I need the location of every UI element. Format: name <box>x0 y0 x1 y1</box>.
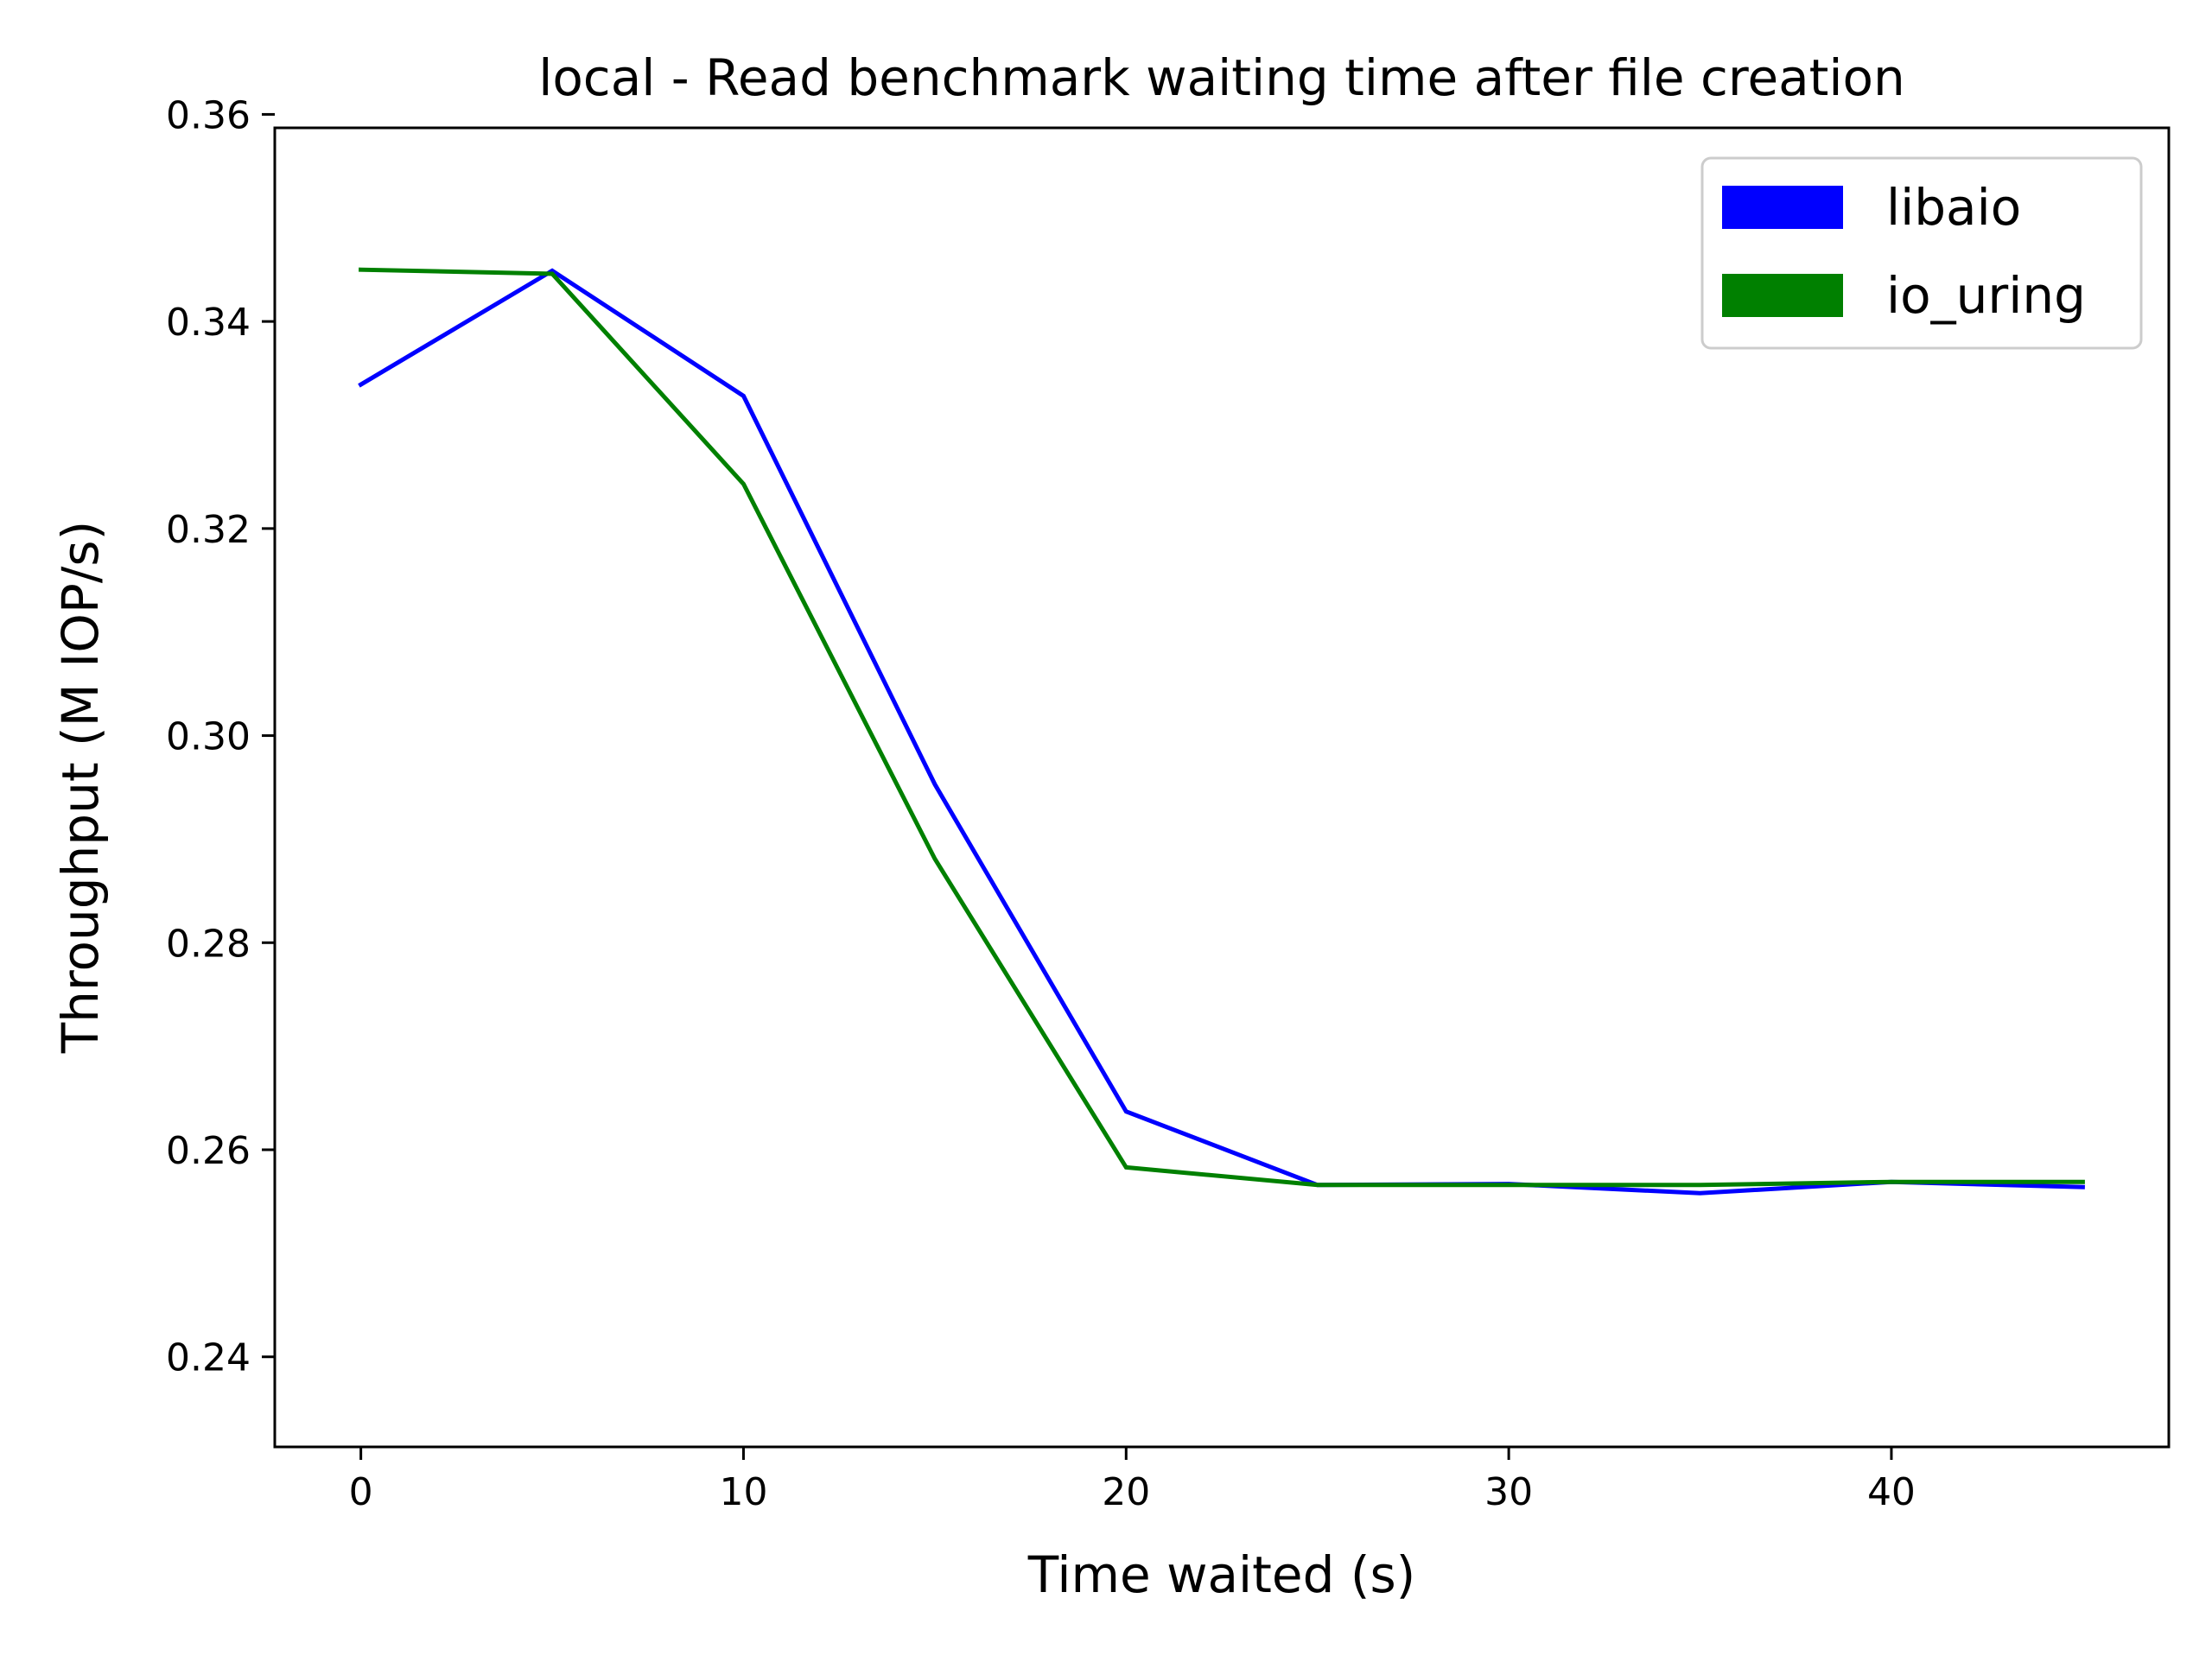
data-point-io-uring <box>2082 1182 2083 1183</box>
y-tick-label: 0.32 <box>166 508 251 552</box>
x-tick-label: 0 <box>349 1470 373 1514</box>
data-point-libaio <box>934 783 935 784</box>
y-tick-label: 0.28 <box>166 922 251 966</box>
x-tick-label: 10 <box>719 1470 767 1514</box>
data-point-libaio <box>552 270 553 271</box>
y-tick-label: 0.36 <box>166 93 251 137</box>
data-point-io-uring <box>1126 1167 1127 1168</box>
legend-swatch <box>1722 186 1843 229</box>
data-point-io-uring <box>1509 1184 1510 1185</box>
data-point-io-uring <box>1317 1184 1318 1185</box>
y-tick-label: 0.30 <box>166 715 251 759</box>
legend-swatch <box>1722 274 1843 317</box>
legend-label: libaio <box>1886 178 2021 237</box>
legend: libaio io_uring <box>1700 156 2143 350</box>
x-tick-label: 20 <box>1102 1470 1150 1514</box>
data-point-io-uring <box>743 484 744 485</box>
data-point-libaio <box>2082 1187 2083 1188</box>
series-line-libaio <box>358 268 2085 1196</box>
axes-frame <box>273 126 2171 1449</box>
data-point-libaio <box>1126 1111 1127 1112</box>
x-axis: 0 10 20 30 40 <box>349 1447 1916 1514</box>
y-tick-label: 0.34 <box>166 301 251 345</box>
x-axis-label: Time waited (s) <box>1027 1545 1416 1604</box>
x-tick-label: 30 <box>1484 1470 1533 1514</box>
data-point-io-uring <box>552 274 553 275</box>
y-axis-label: Throughput (M IOP/s) <box>51 521 110 1055</box>
chart-title: local - Read benchmark waiting time afte… <box>538 48 1905 107</box>
series-line-io-uring <box>359 267 2085 1188</box>
y-axis: 0.24 0.26 0.28 0.30 0.32 0.34 0.36 <box>166 93 275 1380</box>
data-point-libaio <box>360 384 361 385</box>
y-tick-label: 0.26 <box>166 1129 251 1173</box>
plot-area <box>358 267 2085 1196</box>
legend-label: io_uring <box>1886 266 2086 325</box>
x-tick-label: 40 <box>1867 1470 1916 1514</box>
data-point-io-uring <box>934 859 935 860</box>
y-tick-label: 0.24 <box>166 1336 251 1380</box>
